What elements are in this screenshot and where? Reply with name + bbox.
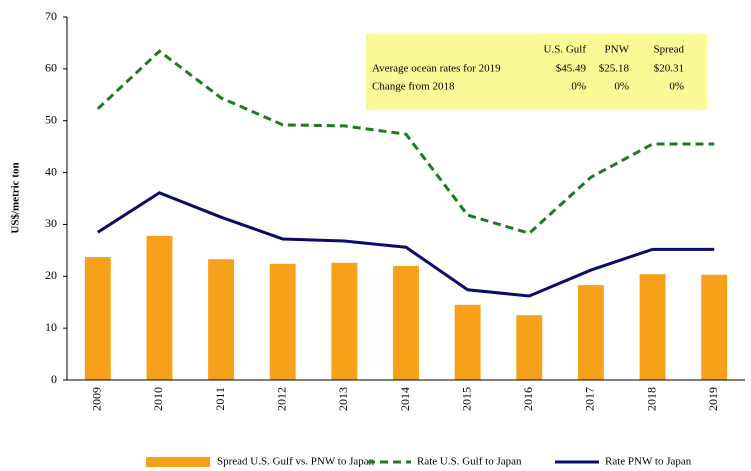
bar [84, 257, 111, 380]
bar [577, 285, 604, 380]
y-tick-label: 0 [51, 372, 57, 386]
bar [516, 315, 543, 380]
legend-swatch [146, 457, 210, 467]
annotation-value: $25.18 [599, 63, 630, 75]
bar [208, 259, 235, 380]
bar [701, 274, 728, 380]
x-tick-label: 2009 [90, 387, 104, 411]
y-tick-label: 70 [45, 9, 57, 23]
annotation-header: U.S. Gulf [544, 44, 587, 56]
annotation-value: 0% [669, 81, 684, 93]
bar [393, 265, 419, 380]
line [96, 49, 715, 235]
y-tick-label: 30 [45, 216, 57, 230]
legend-label: Rate PNW to Japan [605, 456, 692, 468]
annotation-value: 0% [571, 81, 586, 93]
legend-label: Rate U.S. Gulf to Japan [417, 456, 522, 468]
x-tick-label: 2017 [583, 387, 597, 411]
bar [146, 235, 173, 380]
annotation-label: Change from 2018 [372, 81, 455, 93]
annotation-value: $20.31 [654, 63, 684, 75]
annotation-header: Spread [653, 44, 684, 56]
line [97, 191, 715, 298]
x-tick-label: 2014 [398, 387, 412, 411]
bar [454, 304, 481, 380]
bar [269, 263, 296, 380]
x-tick-label: 2012 [274, 387, 288, 411]
y-tick-label: 50 [45, 112, 57, 126]
x-tick-label: 2011 [213, 387, 227, 411]
legend-label: Spread U.S. Gulf vs. PNW to Japan [217, 456, 375, 468]
x-tick-label: 2013 [336, 387, 350, 411]
annotation-label: Average ocean rates for 2019 [372, 63, 501, 75]
annotation-value: $45.49 [556, 63, 587, 75]
x-tick-label: 2016 [521, 387, 535, 411]
x-tick-label: 2015 [459, 387, 473, 411]
y-tick-label: 60 [45, 61, 57, 75]
annotation-value: 0% [614, 81, 629, 93]
x-tick-label: 2010 [151, 387, 165, 411]
y-tick-label: 40 [45, 164, 57, 178]
annotation-box [366, 34, 707, 110]
bar [639, 274, 666, 380]
y-tick-label: 20 [45, 268, 57, 282]
annotation-header: PNW [605, 44, 630, 56]
x-tick-label: 2018 [644, 387, 658, 411]
bar [331, 262, 358, 380]
x-tick-label: 2019 [706, 387, 720, 411]
y-axis-label: US$/metric ton [10, 162, 22, 233]
y-tick-label: 10 [45, 320, 57, 334]
